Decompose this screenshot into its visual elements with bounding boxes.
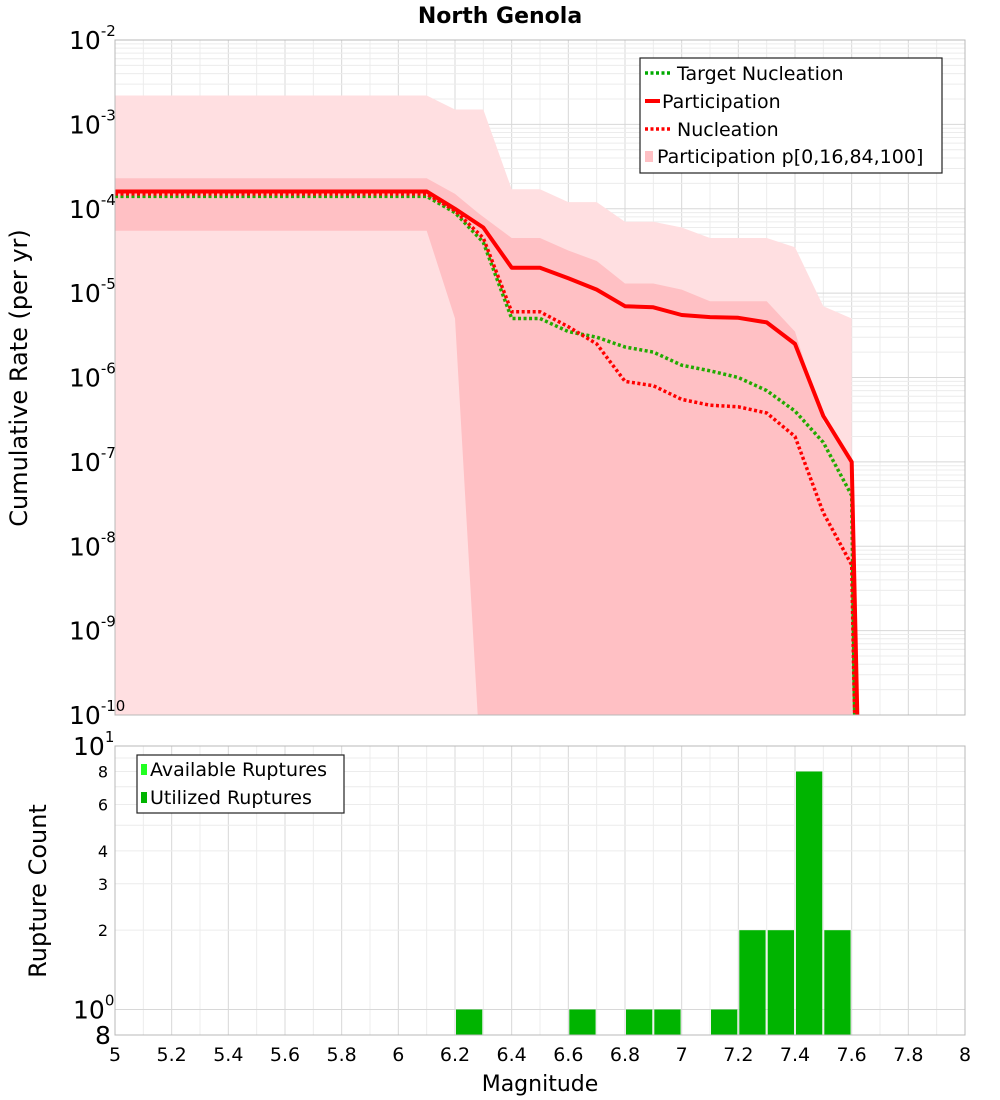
legend-label-nucleation: Nucleation [677,119,779,141]
legend-swatch-participation-band [645,151,653,162]
bottom-legend-box [136,754,345,814]
bottom-y-tick-label: 6 [98,795,108,814]
x-tick-label: 7 [676,1044,688,1066]
series-line-participation [115,189,860,716]
rupture-bar [824,930,851,1035]
rate-lines [115,189,860,716]
x-tick-label: 5.8 [327,1044,357,1066]
chart-title: North Genola [418,4,582,29]
bottom-y-tick-label: 8 [98,763,108,782]
rupture-bar [739,930,766,1035]
x-tick-label: 6 [392,1044,404,1066]
legend-label-target-nucleation: Target Nucleation [676,63,844,85]
x-tick-label: 6.6 [553,1044,583,1066]
x-tick-label: 7.2 [723,1044,753,1066]
top-y-tick-label: 10-7 [69,444,116,477]
top-y-tick-label: 10-6 [69,360,116,393]
x-tick-label: 5.6 [270,1044,300,1066]
top-y-tick-label: 10-9 [69,613,116,646]
top-y-tick-labels: 10-10 10-9 10-8 10-7 10-6 10-5 10-4 10-3 10-2 [69,22,125,730]
top-y-tick-label: 10-2 [69,22,116,55]
rupture-bar [767,930,794,1035]
top-y-tick-label: 10-3 [69,106,116,139]
x-axis-title: Magnitude [482,1072,599,1097]
x-tick-label: 7.6 [837,1044,867,1066]
bottom-y-tick-label: 101 [73,728,114,761]
bottom-y-tick-label: 8 [95,1021,111,1050]
bottom-legend: Available Ruptures Utilized Ruptures [136,754,345,814]
bottom-plot-frame [114,745,966,1036]
x-tick-labels: 5 5.2 5.4 5.6 5.8 6 6.2 6.4 6.6 6.8 7 7.2 7.4 7.6 7.8 8 [109,1044,971,1066]
bottom-y-tick-label: 100 [73,991,114,1024]
series-line-nucleation [115,192,857,716]
x-tick-label: 5 [109,1044,121,1066]
bottom-y-tick-label: 4 [98,842,108,861]
x-tick-label: 7.8 [893,1044,923,1066]
top-plot-frame [114,39,966,716]
top-legend: Target Nucleation Participation Nucleati… [639,57,943,174]
legend-label-participation: Participation [662,91,781,113]
rupture-bar [711,1009,738,1035]
x-tick-label: 6.2 [440,1044,470,1066]
top-y-tick-label: 10-8 [69,528,116,561]
top-y-tick-label: 10-10 [69,697,125,730]
legend-label-utilized-ruptures: Utilized Ruptures [150,787,312,809]
rupture-bar [569,1009,596,1035]
legend-label-available-ruptures: Available Ruptures [150,759,327,781]
x-tick-label: 5.4 [213,1044,243,1066]
rupture-bar [626,1009,653,1035]
top-legend-box [639,57,943,174]
x-tick-label: 5.2 [157,1044,187,1066]
bottom-y-axis-title: Rupture Count [24,804,52,978]
rupture-bars [456,771,851,1035]
bottom-y-tick-label: 3 [98,875,108,894]
top-y-axis-title: Cumulative Rate (per yr) [5,229,33,527]
bottom-y-tick-label: 2 [98,921,108,940]
legend-label-participation-band: Participation p[0,16,84,100] [657,146,923,168]
legend-swatch-available-ruptures [141,764,147,775]
rupture-bar [654,1009,681,1035]
rupture-bar [456,1009,483,1035]
rupture-bar [796,771,823,1035]
x-tick-label: 6.8 [610,1044,640,1066]
x-tick-label: 7.4 [780,1044,810,1066]
top-y-tick-label: 10-5 [69,275,116,308]
top-y-tick-label: 10-4 [69,191,116,224]
x-tick-label: 6.4 [497,1044,527,1066]
x-tick-label: 8 [959,1044,971,1066]
top-plot: 10-10 10-9 10-8 10-7 10-6 10-5 10-4 10-3 10-2 Cu… [5,22,966,730]
legend-swatch-utilized-ruptures [141,792,147,803]
series-line-target-nucleation [115,194,857,716]
